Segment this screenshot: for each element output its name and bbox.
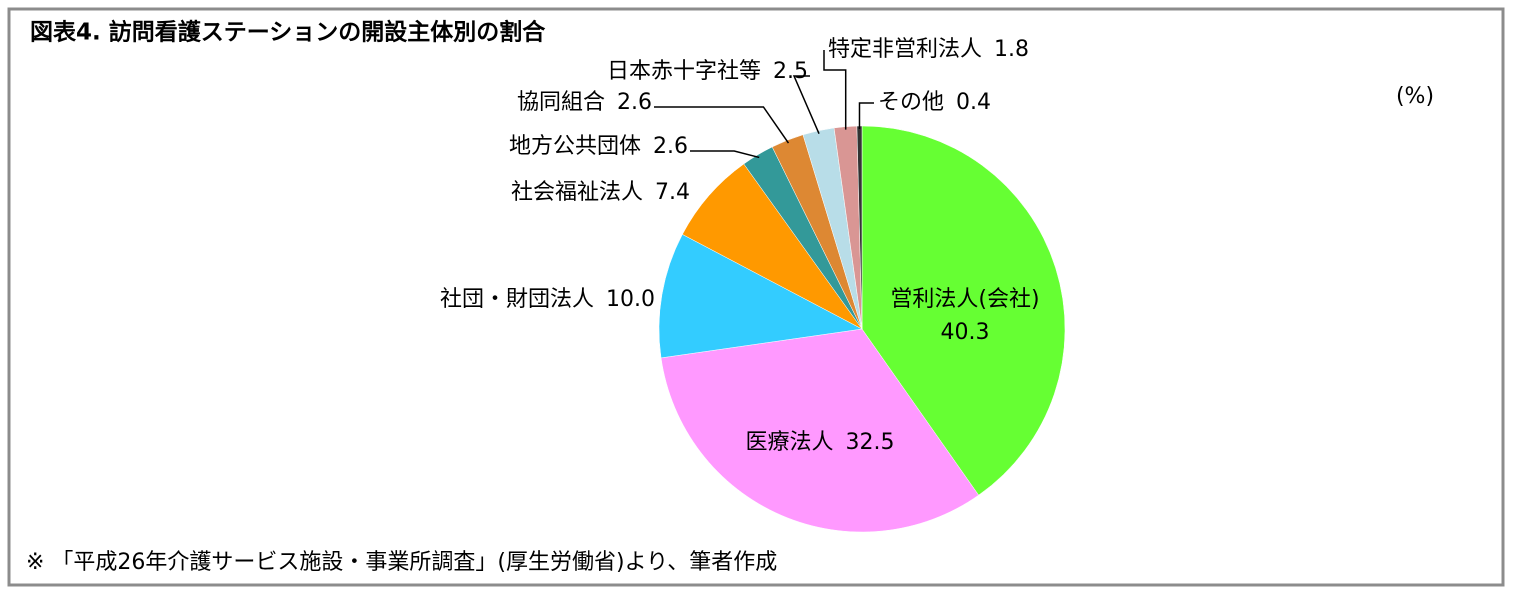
slice-label: その他 0.4: [878, 90, 991, 115]
category-label: 医療法人: [746, 430, 834, 455]
leader-line: [858, 102, 874, 130]
category-label: 社団・財団法人: [440, 287, 594, 312]
value-label: 0.4: [956, 90, 991, 115]
category-label: 日本赤十字社等: [607, 59, 761, 84]
slice-label: 社団・財団法人 10.0: [440, 287, 655, 312]
leader-line: [690, 150, 760, 159]
slice-label: 社会福祉法人 7.4: [511, 180, 690, 205]
value-label: 10.0: [606, 287, 655, 312]
category-label: 協同組合: [517, 90, 605, 115]
slice-label: 特定非営利法人 1.8: [828, 37, 1029, 62]
category-label: 地方公共団体: [509, 134, 641, 159]
slice-label: 地方公共団体 2.6: [509, 134, 688, 159]
category-label: 社会福祉法人: [511, 180, 643, 205]
slice-label: 協同組合 2.6: [517, 90, 652, 115]
pie-slice: [658, 234, 863, 359]
value-label: 2.5: [773, 59, 808, 84]
value-label: 2.6: [653, 134, 688, 159]
value-label: 40.3: [941, 320, 990, 345]
category-label: 特定非営利法人: [828, 37, 982, 62]
leader-line: [654, 106, 790, 144]
value-label: 2.6: [617, 90, 652, 115]
category-label: 営利法人(会社): [890, 287, 1039, 312]
value-label: 7.4: [655, 180, 690, 205]
category-label: その他: [878, 90, 944, 115]
pie-slice: [861, 125, 1066, 496]
value-label: 1.8: [994, 37, 1029, 62]
slice-label: 医療法人 32.5: [746, 430, 895, 455]
slice-label: 日本赤十字社等 2.5: [607, 59, 808, 84]
leader-line: [823, 50, 847, 130]
pie-slice: [660, 328, 979, 533]
value-label: 32.5: [846, 430, 895, 455]
chart-title: 図表4. 訪問看護ステーションの開設主体別の割合: [30, 19, 546, 46]
unit-label: (%): [1396, 84, 1434, 109]
note: ※ 「平成26年介護サービス施設・事業所調査」(厚生労働省)より、筆者作成: [26, 550, 777, 575]
leader-line: [792, 75, 820, 134]
slice-label: 営利法人(会社) 40.3: [890, 287, 1039, 345]
